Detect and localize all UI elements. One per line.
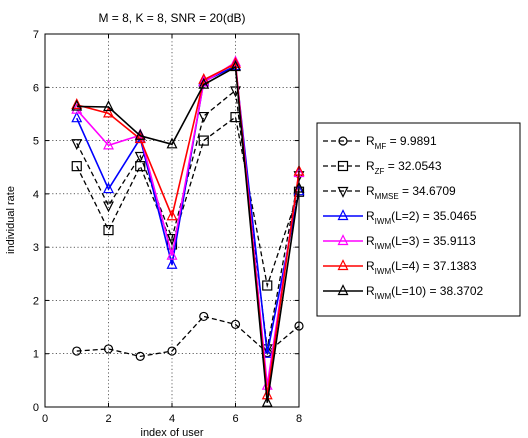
- series-1: [72, 311, 304, 361]
- x-tick-label: 4: [169, 413, 175, 425]
- data-point: [261, 395, 273, 407]
- legend-label: RZF = 32.0543: [366, 159, 442, 176]
- series-line: [76, 89, 300, 349]
- legend-label: RIWM(L=4) = 37.1383: [366, 259, 477, 276]
- series-layer: [71, 55, 305, 407]
- y-tick-label: 3: [33, 242, 39, 254]
- data-point: [103, 224, 114, 236]
- data-point: [166, 209, 178, 221]
- data-point: [103, 182, 114, 194]
- series-line: [76, 115, 300, 289]
- chart-title: M = 8, K = 8, SNR = 20(dB): [98, 11, 245, 25]
- data-point: [262, 280, 273, 291]
- y-tick-label: 1: [33, 349, 39, 361]
- series-3: [71, 86, 305, 356]
- legend: RMF = 9.9891 RZF = 32.0543 RMMSE = 34.6709…: [316, 122, 521, 317]
- legend-label: RIWM(L=3) = 35.9113: [366, 234, 476, 251]
- legend-entry: RZF = 32.0543: [323, 159, 442, 176]
- data-point: [134, 132, 146, 144]
- legend-entry: RIWM(L=10) = 38.3702: [323, 284, 484, 301]
- legend-marker: [337, 284, 349, 296]
- y-tick-label: 5: [33, 136, 39, 148]
- data-point: [72, 346, 82, 356]
- legend-marker: [337, 259, 349, 271]
- y-axis-title: individual rate: [5, 186, 17, 254]
- data-point: [103, 106, 114, 118]
- data-point: [198, 77, 210, 89]
- legend-entry: RMF = 9.9891: [323, 134, 437, 151]
- data-point: [198, 72, 210, 84]
- legend-label: RMMSE = 34.6709: [366, 184, 456, 201]
- legend-label: RMF = 9.9891: [366, 134, 437, 151]
- legend-marker: [338, 136, 348, 146]
- data-point: [134, 128, 146, 140]
- data-point: [167, 346, 177, 356]
- x-tick-label: 2: [105, 413, 111, 425]
- legend-entry: RMMSE = 34.6709: [323, 184, 456, 201]
- series-line: [76, 65, 300, 403]
- data-point: [166, 137, 178, 149]
- data-point: [103, 344, 114, 354]
- legend-entry: RIWM(L=3) = 35.9113: [323, 234, 476, 251]
- y-tick-label: 0: [33, 402, 39, 414]
- data-point: [198, 135, 209, 146]
- data-point: [166, 248, 178, 260]
- y-tick-label: 6: [33, 82, 39, 94]
- data-point: [230, 60, 241, 72]
- data-point: [71, 111, 83, 123]
- y-tick-label: 7: [33, 29, 39, 41]
- legend-marker: [337, 186, 349, 198]
- legend-label: RIWM(L=10) = 38.3702: [366, 284, 484, 301]
- data-point: [166, 257, 178, 269]
- data-point: [261, 344, 273, 356]
- x-tick-label: 8: [296, 413, 302, 425]
- y-tick-label: 2: [33, 295, 39, 307]
- data-point: [71, 139, 83, 151]
- legend-entry: RIWM(L=4) = 37.1383: [323, 259, 477, 276]
- legend-marker: [337, 160, 349, 172]
- legend-label: RIWM(L=2) = 35.0465: [366, 209, 477, 226]
- x-tick-label: 6: [232, 413, 238, 425]
- data-point: [199, 311, 209, 322]
- data-point: [103, 138, 114, 150]
- legend-entry: RIWM(L=2) = 35.0465: [323, 209, 477, 226]
- data-point: [71, 98, 83, 109]
- data-point: [103, 201, 114, 213]
- data-point: [198, 111, 210, 123]
- series-7: [71, 60, 305, 407]
- legend-marker: [337, 234, 349, 246]
- axis-ticks: 0 1 2 3 4 5 6 7 0 2 4 6 8: [33, 29, 302, 425]
- data-point: [230, 319, 241, 330]
- data-point: [71, 161, 82, 172]
- data-point: [134, 151, 146, 163]
- y-tick-label: 4: [33, 189, 39, 201]
- data-point: [135, 351, 145, 361]
- legend-box: [316, 122, 521, 317]
- legend-marker: [337, 209, 349, 221]
- data-point: [71, 99, 83, 111]
- x-axis-title: index of user: [141, 427, 204, 438]
- data-point: [103, 100, 114, 112]
- x-tick-label: 0: [42, 413, 48, 425]
- data-point: [261, 346, 273, 358]
